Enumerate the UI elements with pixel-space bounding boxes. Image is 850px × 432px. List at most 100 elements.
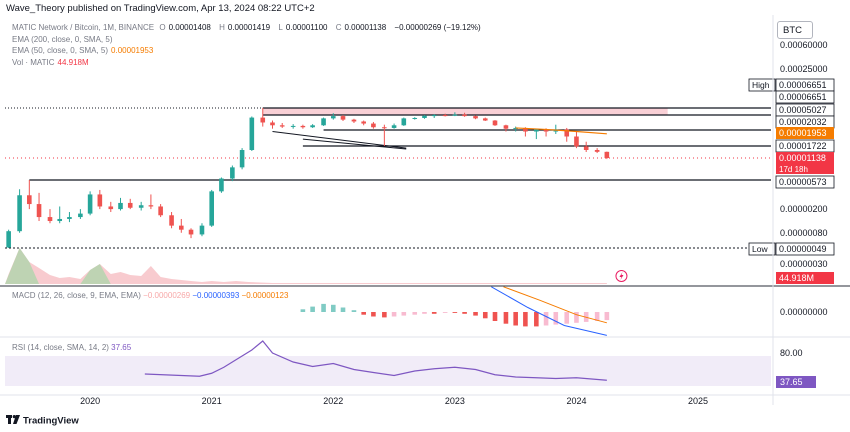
macd-signal-line <box>503 286 607 324</box>
resistance-zone-box <box>262 108 668 115</box>
price-tick: 0.00025000 <box>780 64 828 74</box>
price-label-tag: High <box>752 80 770 90</box>
price-label-value: 44.918M <box>779 273 814 283</box>
candle-body <box>310 125 315 128</box>
candle-body <box>199 225 205 235</box>
candle-body <box>583 146 589 150</box>
price-label-tag-box <box>748 78 776 92</box>
lightning-icon-bolt <box>619 272 624 280</box>
candle <box>6 229 11 248</box>
ema50-path <box>515 127 607 135</box>
macd-pane: 0.00000000 <box>300 286 828 336</box>
candle <box>513 126 518 132</box>
candle-body <box>97 194 103 207</box>
candle-body <box>412 117 418 119</box>
legend-high: H 0.00001419 <box>219 23 271 32</box>
legend-close: C 0.00001138 <box>335 23 387 32</box>
macd-histogram-bar <box>321 303 326 312</box>
macd-histogram-bar <box>564 312 570 324</box>
legend-open: O 0.00001408 <box>159 23 211 32</box>
candle <box>534 128 539 140</box>
candle <box>87 191 93 216</box>
candle-body <box>351 119 357 122</box>
candle-body <box>188 229 194 235</box>
macd-histogram-bar <box>340 307 346 312</box>
candle <box>371 121 376 129</box>
candle <box>249 116 255 151</box>
ema50-value: 0.00001953 <box>111 46 154 55</box>
macd-legend[interactable]: MACD (12, 26, close, 9, EMA, EMA) −0.000… <box>12 291 289 300</box>
price-label-high: High 0.00006651 <box>748 78 835 92</box>
rsi-last-value: 37.65 <box>780 377 803 387</box>
price-label-level: 0.00005027 <box>775 103 835 117</box>
candle <box>574 131 579 149</box>
candle-body <box>249 117 255 150</box>
macd-histogram-bar <box>371 312 376 317</box>
macd-histogram-bar <box>482 312 488 319</box>
macd-histogram-bar <box>492 312 498 321</box>
candle <box>78 209 83 219</box>
candle <box>330 113 336 120</box>
rsi-legend[interactable]: RSI (14, close, SMA, 14, 2) 37.65 <box>12 343 132 352</box>
macd-histogram-bar <box>604 312 610 321</box>
candle <box>158 204 163 218</box>
candle <box>431 114 437 118</box>
candle <box>239 148 245 170</box>
candle <box>27 180 32 210</box>
legend-row-ema200[interactable]: EMA (200, close, 0, SMA, 5) <box>12 34 113 44</box>
candle <box>492 120 498 126</box>
candle-body <box>138 205 144 208</box>
candle-body <box>290 125 296 127</box>
price-label-value: 0.00000049 <box>779 244 827 254</box>
candle-body <box>523 127 528 132</box>
candle <box>473 115 478 120</box>
price-label-value: 0.00002032 <box>779 117 827 127</box>
candle-body <box>67 217 72 219</box>
candle-body <box>47 217 53 222</box>
candle-body <box>503 125 509 129</box>
macd-histogram-bar <box>503 312 509 324</box>
candle-body <box>321 118 326 126</box>
price-label-countdown: 17d 18h <box>779 165 808 174</box>
legend-row-ema50[interactable]: EMA (50, close, 0, SMA, 5) 0.00001953 <box>12 46 154 55</box>
price-label-box <box>776 272 834 284</box>
macd-hist-value: −0.00000269 <box>143 291 191 300</box>
candle-body <box>239 149 245 168</box>
candle <box>118 197 123 211</box>
candle-body <box>27 195 32 205</box>
rsi-line <box>144 340 607 381</box>
candle <box>321 117 326 126</box>
candle-body <box>604 151 610 158</box>
macd-histogram-bar <box>351 310 357 312</box>
legend-row-volume[interactable]: Vol · MATIC 44.918M <box>12 57 89 67</box>
candle <box>290 124 296 129</box>
macd-histogram-bar <box>330 304 336 312</box>
candle-body <box>564 129 570 137</box>
candle <box>340 115 346 121</box>
time-tick: 2021 <box>202 396 222 406</box>
candle <box>503 124 509 132</box>
candle <box>412 117 418 120</box>
candle <box>230 165 235 182</box>
candle-body <box>482 118 488 121</box>
candle-body <box>118 202 123 210</box>
candle <box>482 117 488 121</box>
macd-histogram-bar <box>361 312 366 315</box>
price-label-level: 0.00000573 <box>775 175 835 189</box>
time-tick: 2025 <box>688 396 708 406</box>
candle-body <box>442 115 448 117</box>
volume-value: 44.918M <box>57 57 89 67</box>
rsi-pane: 80.00 37.65 <box>5 340 816 388</box>
volume-area-green-1 <box>5 248 40 284</box>
candle-body <box>230 167 235 179</box>
candle-body <box>492 120 498 126</box>
candle-body <box>87 194 93 214</box>
currency-button[interactable]: BTC <box>777 21 813 39</box>
time-tick: 2020 <box>80 396 100 406</box>
price-label-box <box>776 152 834 174</box>
price-label-level: 0.00001722 <box>775 139 835 153</box>
price-label-ema: 0.00001953 <box>776 127 834 139</box>
tradingview-footer: TradingView <box>6 415 79 427</box>
macd-histogram-bar <box>412 312 418 315</box>
